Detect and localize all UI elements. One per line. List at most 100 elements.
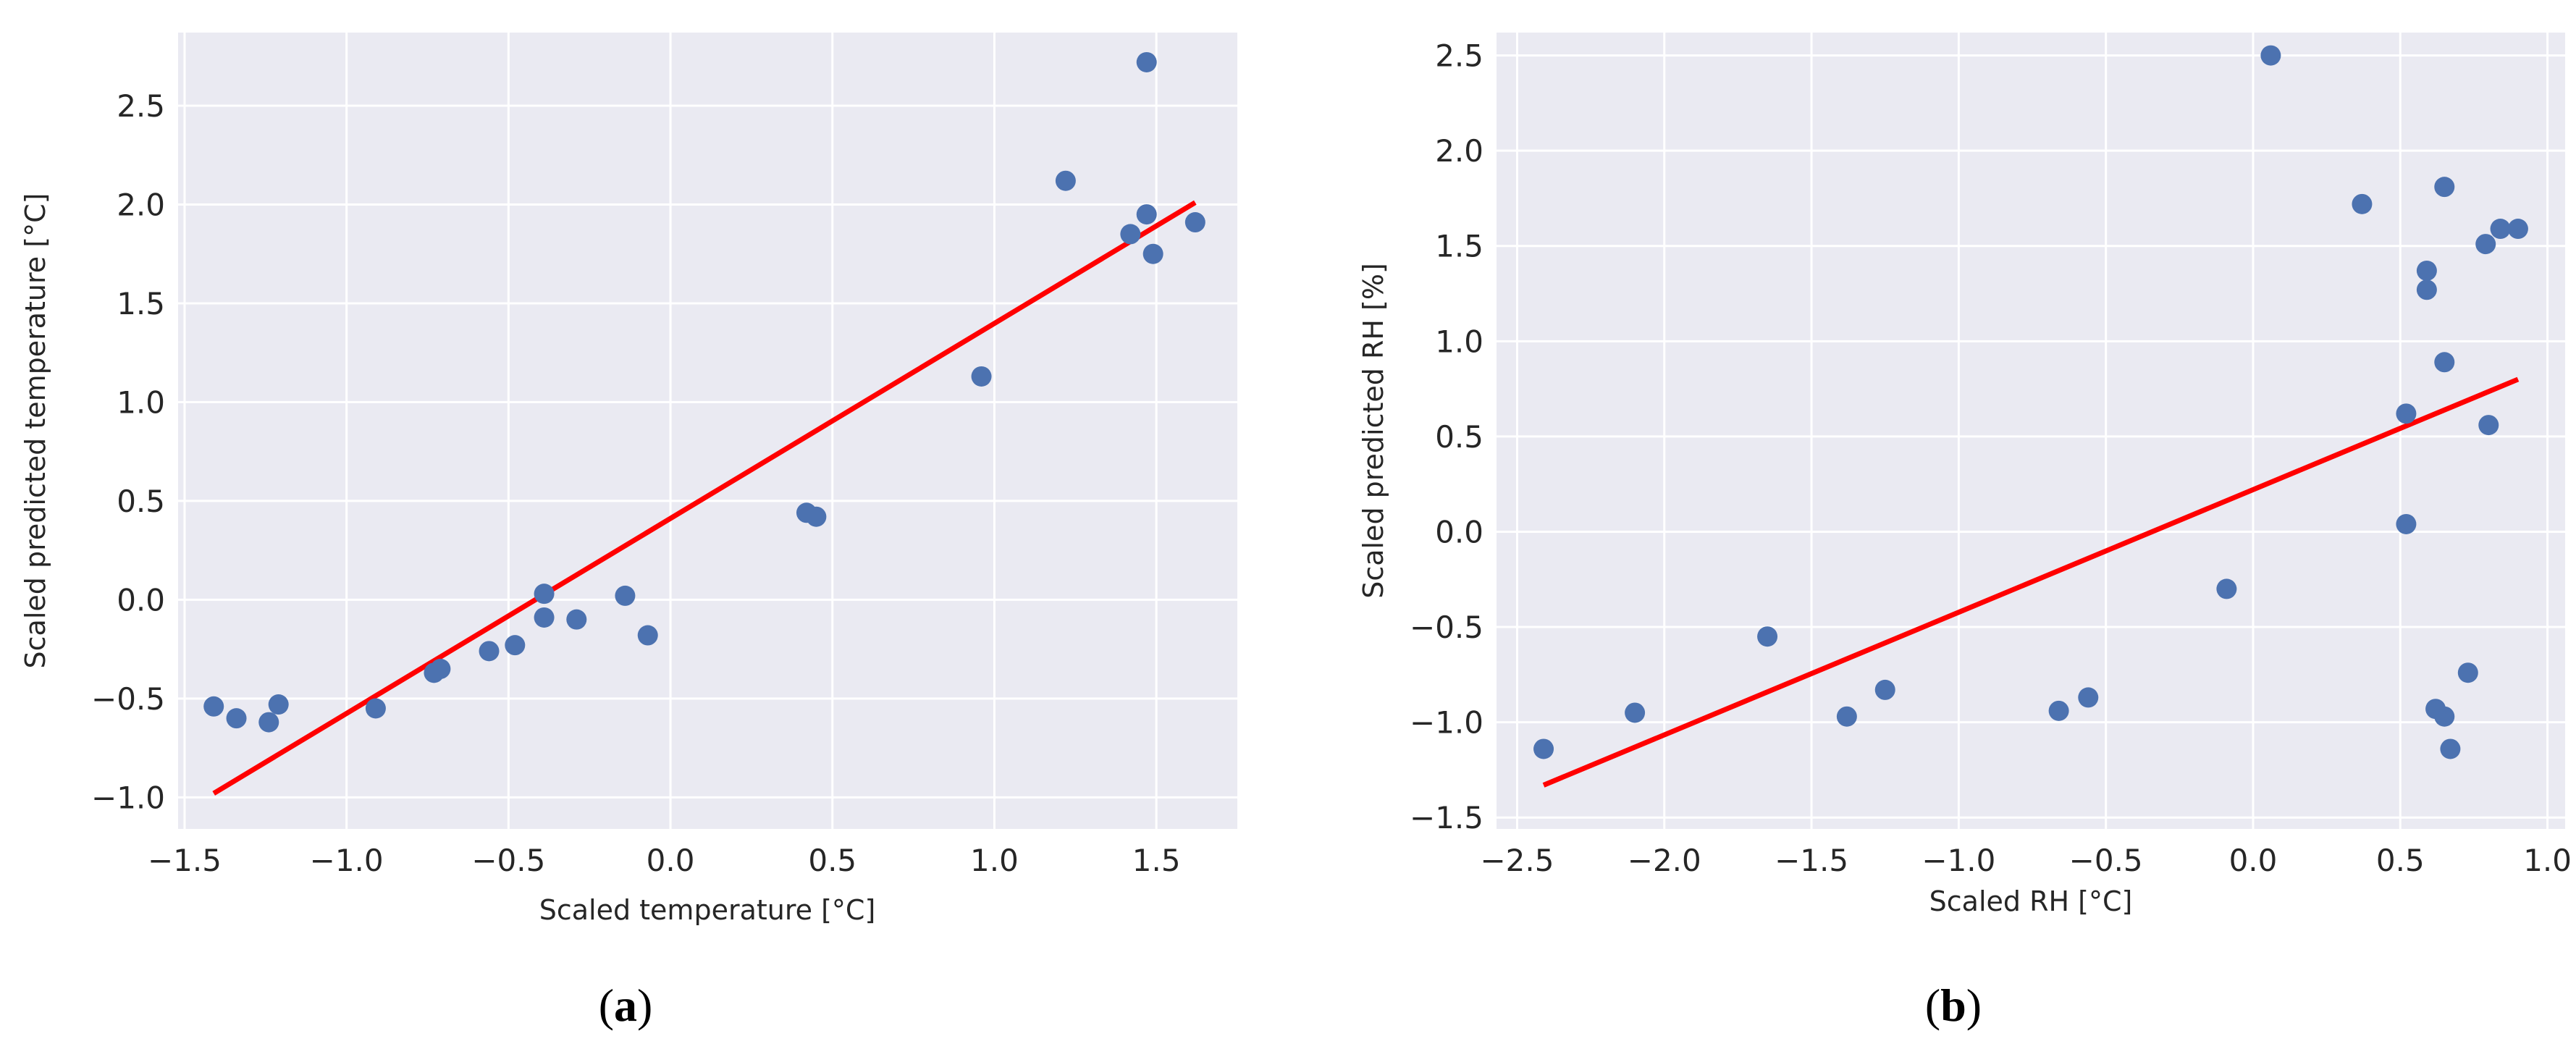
regression-line <box>212 200 1197 796</box>
x-tick-label: −1.0 <box>310 843 384 878</box>
scatter-point <box>1184 212 1205 233</box>
scatter-point <box>479 641 500 662</box>
fit-line-a <box>212 200 1197 796</box>
chart-panel-b: −1.5−1.0−0.50.00.51.01.52.02.5 −2.5 −2.0−… <box>1358 33 2572 1031</box>
scatter-point <box>203 696 224 717</box>
y-tick-labels-b: −1.5 −1.0 −0.5 0.0 0.5 1.0 1.5 2.0 2.5 <box>1410 38 1483 836</box>
gridlines-a <box>178 33 1237 829</box>
scatter-point <box>534 607 555 628</box>
scatter-point <box>1874 679 1895 700</box>
x-tick-labels-b: −2.5 −2.0 −1.5 −1.0 −0.5 0.0 0.5 1.0 <box>1480 843 2572 878</box>
y-tick-label: 0.5 <box>1435 419 1483 455</box>
y-axis-title-b: Scaled predicted RH [%] <box>1358 263 1389 599</box>
scatter-points-b <box>1533 45 2528 759</box>
panel-label-a: a <box>614 980 637 1031</box>
y-tick-label: 1.0 <box>117 384 165 420</box>
x-tick-label: 0.0 <box>647 843 695 878</box>
scatter-point <box>1120 224 1141 245</box>
y-tick-label: 2.5 <box>1435 38 1483 74</box>
y-tick-label: 1.5 <box>1435 229 1483 264</box>
scatter-point <box>2396 513 2417 534</box>
scatter-point <box>2352 193 2373 214</box>
scatter-point <box>365 698 386 719</box>
scatter-point <box>2507 219 2528 240</box>
scatter-point <box>1625 702 1646 723</box>
x-axis-title-b: Scaled RH [°C] <box>1929 885 2133 917</box>
scatter-point <box>1142 243 1163 264</box>
scatter-point <box>2440 738 2461 759</box>
x-tick-label: 1.0 <box>2523 843 2572 878</box>
x-tick-label: −2.0 <box>1628 843 1701 878</box>
panel-caption-a: (a) <box>599 980 653 1031</box>
x-tick-label: 0.5 <box>808 843 856 878</box>
scatter-point <box>1055 170 1076 191</box>
y-tick-label: 0.0 <box>1435 514 1483 549</box>
scatter-point <box>505 635 526 656</box>
plot-background-b <box>1497 33 2565 829</box>
scatter-point <box>2434 177 2455 198</box>
y-tick-label: −1.5 <box>1410 800 1483 835</box>
scatter-point <box>430 658 451 679</box>
scatter-point <box>1757 626 1778 647</box>
y-tick-label: 0.0 <box>117 582 165 618</box>
scatter-point <box>2490 219 2511 240</box>
scatter-point <box>2434 706 2455 727</box>
scatter-point <box>1136 204 1157 225</box>
regression-line <box>1542 376 2520 788</box>
scatter-point <box>2478 415 2499 436</box>
y-tick-label: 2.0 <box>1435 133 1483 169</box>
y-tick-label: 1.5 <box>117 286 165 321</box>
scatter-point <box>1136 51 1157 72</box>
scatter-point <box>226 708 247 729</box>
y-tick-label: −0.5 <box>1410 610 1483 645</box>
x-tick-label: 1.0 <box>970 843 1019 878</box>
scatter-point <box>566 609 587 630</box>
fit-line-b <box>1542 376 2520 788</box>
x-tick-label: −0.5 <box>2069 843 2143 878</box>
y-tick-label: 2.0 <box>117 187 165 222</box>
plot-background-a <box>178 33 1237 829</box>
scatter-point <box>2416 279 2437 300</box>
scatter-point <box>2416 260 2437 281</box>
scatter-point <box>2216 578 2237 599</box>
x-tick-label: −0.5 <box>471 843 545 878</box>
y-tick-label: −1.0 <box>91 780 165 815</box>
chart-panel-a: −1.0 −0.5 0.0 0.5 1.0 1.5 2.0 2.5 −1.5 −1.0 −0.5 0… <box>20 33 1237 1031</box>
panel-label-b: b <box>1940 980 1966 1031</box>
scatter-point <box>2048 700 2069 721</box>
x-tick-label: 0.5 <box>2376 843 2425 878</box>
scatter-point <box>1533 738 1554 759</box>
x-tick-label: −1.0 <box>1922 843 1995 878</box>
x-tick-label: −2.5 <box>1480 843 1554 878</box>
scatter-point <box>637 625 658 646</box>
scatter-point <box>615 585 636 606</box>
scatter-point <box>2434 352 2455 373</box>
y-tick-label: 1.0 <box>1435 324 1483 359</box>
x-tick-label: −1.5 <box>1775 843 1848 878</box>
x-tick-label: 1.5 <box>1132 843 1181 878</box>
y-tick-labels-a: −1.0 −0.5 0.0 0.5 1.0 1.5 2.0 2.5 <box>91 88 165 815</box>
scatter-point <box>2475 234 2496 255</box>
gridlines-b <box>1497 33 2565 829</box>
scatter-point <box>1836 706 1857 727</box>
y-tick-label: −0.5 <box>91 681 165 717</box>
panel-caption-b: (b) <box>1925 980 1982 1031</box>
scatter-point <box>258 712 279 733</box>
scatter-point <box>2078 687 2099 708</box>
scatter-point <box>971 366 992 387</box>
scatter-point <box>268 694 289 715</box>
y-tick-label: 2.5 <box>117 88 165 124</box>
x-tick-label: −1.5 <box>148 843 222 878</box>
y-tick-label: −1.0 <box>1410 705 1483 741</box>
scatter-point <box>806 506 827 527</box>
scatter-point <box>2457 662 2478 683</box>
y-tick-label: 0.5 <box>117 484 165 519</box>
scatter-point <box>2260 45 2281 66</box>
x-tick-label: 0.0 <box>2229 843 2278 878</box>
scatter-point <box>534 584 555 605</box>
scatter-points-a <box>203 51 1205 733</box>
x-axis-title-a: Scaled temperature [°C] <box>539 894 876 926</box>
x-tick-labels-a: −1.5 −1.0 −0.5 0.0 0.5 1.0 1.5 <box>148 843 1181 878</box>
y-axis-title-a: Scaled predicted temperature [°C] <box>20 193 51 669</box>
